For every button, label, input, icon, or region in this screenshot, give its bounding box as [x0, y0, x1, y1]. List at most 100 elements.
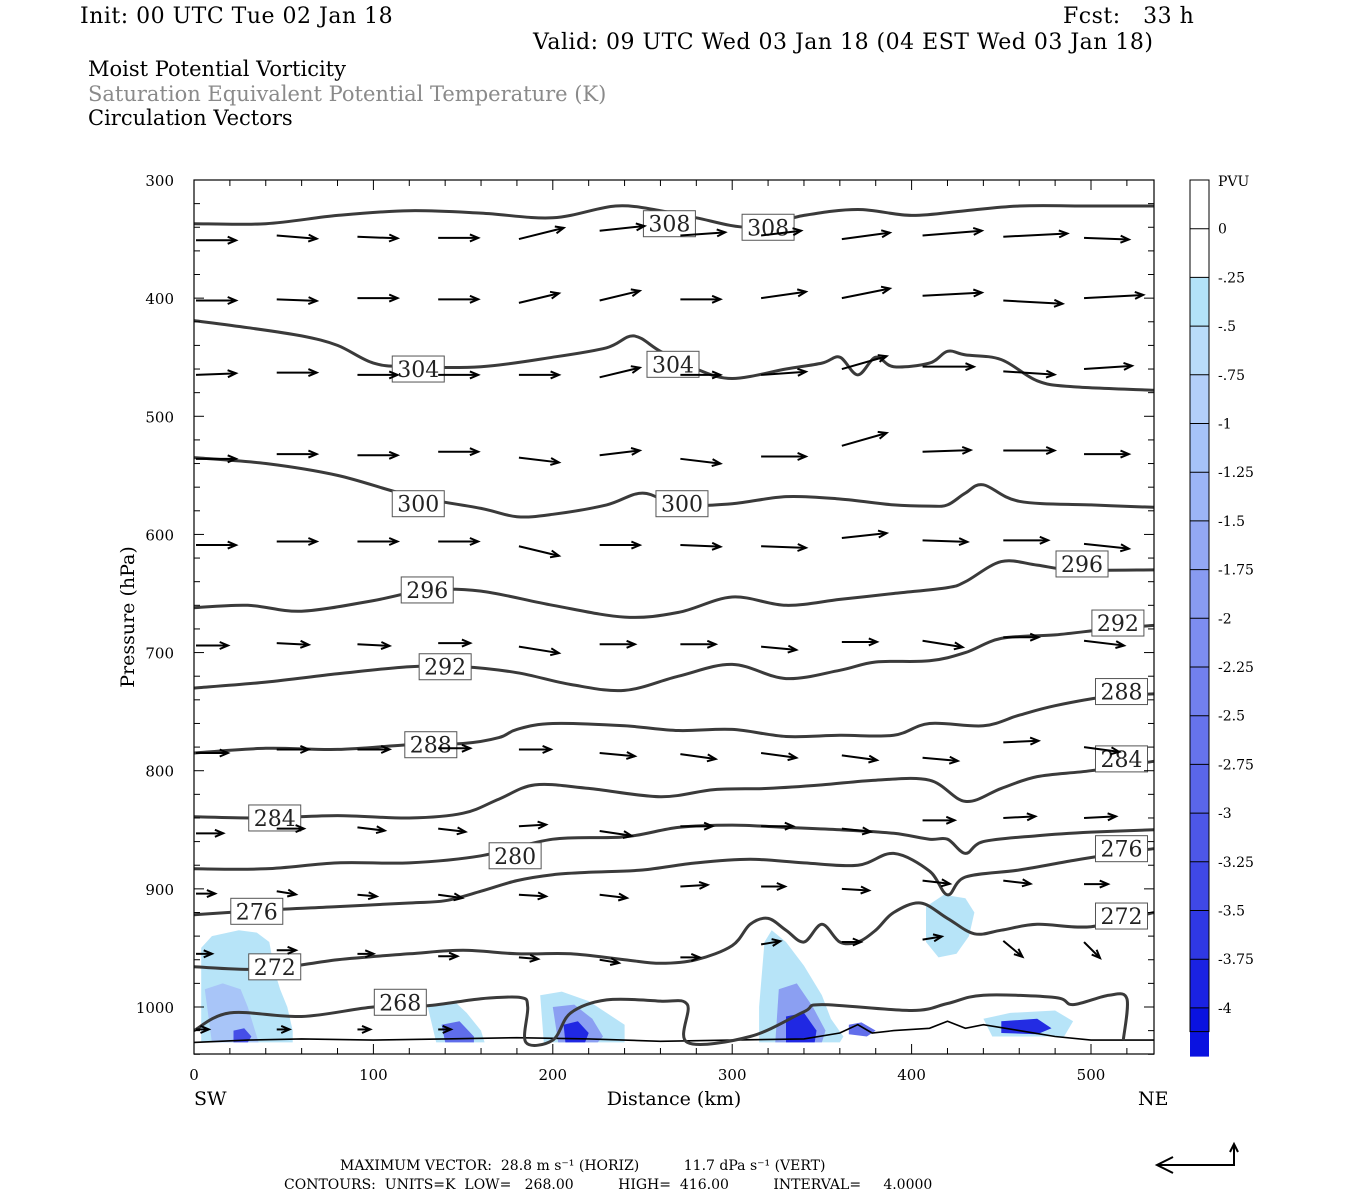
y-axis-label: Pressure (hPa) [117, 546, 139, 688]
vector-50 [357, 537, 401, 546]
contour-label-284: 284 [1100, 748, 1142, 773]
vector-33 [922, 362, 977, 372]
vector-0 [196, 235, 239, 245]
x-tick-label: 100 [359, 1066, 388, 1084]
vector-7 [760, 227, 804, 237]
vector-88 [518, 820, 549, 830]
y-tick-label: 300 [145, 172, 174, 190]
vector-38 [357, 450, 401, 460]
colorbar-label: -2 [1218, 611, 1232, 627]
vector-117 [922, 933, 945, 943]
contour-label-308: 308 [747, 216, 789, 241]
vector-9 [922, 226, 985, 237]
vector-55 [761, 543, 809, 552]
vector-22 [1003, 298, 1066, 308]
vector-32 [841, 354, 890, 370]
vector-105 [922, 878, 953, 888]
vector-16 [518, 290, 562, 304]
contour-label-292: 292 [424, 656, 466, 681]
vector-65 [599, 639, 638, 649]
contour-296 [194, 559, 1154, 619]
vector-44 [841, 430, 890, 447]
contour-268 [194, 992, 1129, 1047]
vector-3 [438, 233, 481, 243]
y-tick-label: 900 [145, 881, 174, 899]
vector-70 [1003, 632, 1042, 642]
pv-region-7 [563, 1021, 589, 1043]
vector-60 [196, 641, 231, 650]
vector-115 [760, 938, 783, 947]
vector-34 [1003, 369, 1058, 379]
contour-label-box-296-1 [1055, 550, 1109, 578]
pv-region-10 [786, 1012, 817, 1043]
contour-label-box-288-0 [404, 731, 458, 759]
vector-121 [276, 1024, 293, 1034]
colorbar-swatch [1190, 910, 1209, 960]
colorbar-label: -1.25 [1218, 465, 1254, 481]
vector-48 [196, 540, 239, 550]
vector-91 [761, 821, 796, 831]
vector-53 [599, 540, 643, 550]
vector-12 [196, 296, 239, 305]
colorbar: PVU 0 -.25 -.5 -.75 -1 -1.25 -1.5 -1.75 -2 -2.25 -2… [1189, 174, 1254, 1057]
contour-label-280: 280 [494, 845, 536, 870]
vector-64 [518, 645, 562, 657]
contour-label-292: 292 [1097, 612, 1139, 637]
contour-label-box-276-0 [230, 897, 284, 925]
x-tick-label: 300 [718, 1066, 747, 1084]
contour-label-296: 296 [406, 579, 448, 604]
vector-95 [1083, 812, 1119, 822]
plot-frame [193, 179, 1155, 1055]
vector-45 [922, 445, 974, 455]
vector-31 [761, 367, 809, 377]
colorbar-label: -1.5 [1218, 514, 1245, 530]
ne-end-label: NE [1138, 1088, 1169, 1110]
vector-76 [518, 744, 554, 754]
sw-end-label: SW [194, 1088, 227, 1110]
ref-vector-vert-head [1229, 1141, 1239, 1153]
vector-79 [760, 752, 799, 762]
colorbar-label: -3.25 [1218, 855, 1254, 871]
contour-label-box-308-1 [741, 213, 795, 241]
vector-61 [276, 639, 312, 649]
vector-77 [599, 751, 638, 760]
reference-vector [1154, 1141, 1239, 1174]
colorbar-frame [1189, 179, 1210, 1033]
colorbar-label: -2.5 [1218, 709, 1245, 725]
vector-110 [357, 949, 377, 959]
contour-label-box-272-0 [248, 953, 302, 981]
colorbar-swatch [1190, 667, 1209, 716]
colorbar-swatch [1190, 374, 1209, 424]
contour-info-note: CONTOURS: UNITS=K LOW= 268.00 HIGH= 416.… [284, 1177, 933, 1193]
contour-label-276: 276 [236, 900, 278, 925]
theta-es-contours [194, 204, 1154, 1047]
vector-94 [1003, 812, 1038, 822]
vector-24 [195, 369, 239, 379]
contour-label-box-300-1 [655, 490, 709, 518]
vector-99 [438, 892, 465, 902]
vector-14 [357, 293, 401, 303]
vector-57 [922, 537, 970, 547]
vector-58 [1003, 535, 1051, 545]
vector-51 [438, 537, 481, 546]
vector-13 [276, 296, 320, 306]
vector-11 [1083, 234, 1132, 244]
vector-74 [357, 744, 393, 754]
colorbar-swatch [1190, 180, 1209, 229]
colorbar-label: -4 [1218, 1001, 1232, 1017]
title-circulation: Circulation Vectors [88, 106, 293, 130]
y-tick-label: 1000 [136, 999, 174, 1017]
vector-37 [276, 449, 320, 459]
colorbar-swatch [1190, 277, 1209, 327]
contour-label-box-300-0 [391, 490, 445, 518]
colorbar-swatch [1190, 715, 1209, 765]
vector-89 [599, 829, 635, 839]
vector-78 [680, 753, 719, 763]
contour-label-box-276-1 [1094, 835, 1148, 863]
x-tick-label: 400 [897, 1066, 926, 1084]
x-tick-label: 200 [538, 1066, 567, 1084]
vector-40 [518, 456, 562, 466]
vector-122 [357, 1024, 373, 1034]
vector-15 [438, 294, 481, 304]
y-tick-label: 700 [145, 645, 174, 663]
